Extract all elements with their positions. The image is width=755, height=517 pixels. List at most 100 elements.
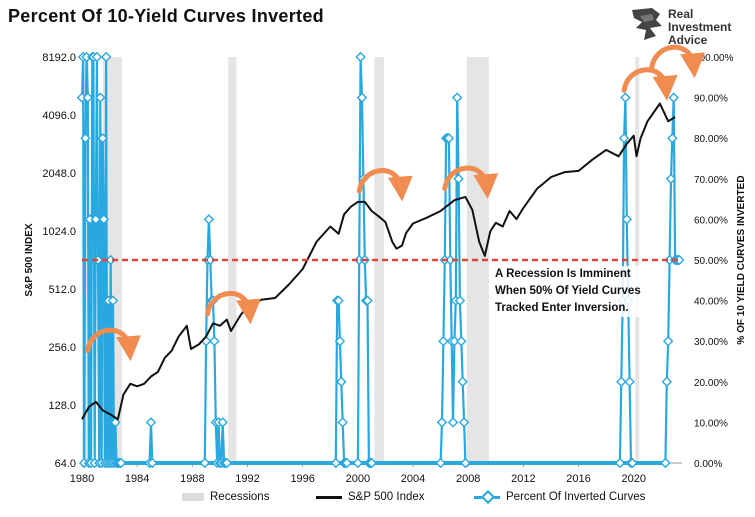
y-right-axis-label: % OF 10 YIELD CURVES INVERTED — [736, 175, 747, 344]
pct-point — [667, 132, 678, 144]
pct-point — [458, 417, 470, 428]
y-left-tick-label: 64.0 — [55, 458, 76, 470]
pct-point — [443, 132, 455, 144]
pct-point — [82, 92, 94, 103]
y-right-tick-label: 70.00% — [694, 175, 728, 186]
pct-point — [660, 457, 671, 469]
x-tick-label: 1980 — [70, 473, 94, 485]
pct-point — [668, 92, 679, 103]
pct-point — [674, 254, 685, 266]
x-tick-label: 2020 — [621, 473, 645, 485]
pct-point — [661, 376, 673, 388]
x-tick-label: 2012 — [511, 473, 535, 485]
pct-point — [337, 417, 348, 428]
eagle-logo-icon — [632, 8, 662, 40]
curved-arrow — [356, 168, 413, 202]
recession-swatch — [182, 493, 204, 501]
y-right-tick-label: 20.00% — [694, 378, 728, 389]
y-right-tick-label: 90.00% — [694, 94, 728, 105]
pct-point — [97, 132, 108, 144]
legend-label: Percent Of Inverted Curves — [506, 491, 646, 503]
y-left-tick-label: 8192.0 — [42, 52, 76, 64]
pct-point — [624, 376, 635, 388]
legend-sp500: S&P 500 Index — [316, 491, 425, 503]
pct-point — [627, 457, 638, 469]
pct-point — [221, 457, 233, 469]
pct-point — [205, 254, 216, 266]
pct-swatch — [474, 495, 500, 499]
y-right-tick-label: 60.00% — [694, 215, 728, 226]
legend: Recessions S&P 500 Index Percent Of Inve… — [0, 491, 755, 507]
annotation-line-3: Tracked Enter Inversion. — [495, 302, 629, 314]
y-left-tick-label: 512.0 — [48, 284, 76, 296]
y-left-tick-label: 2048.0 — [42, 168, 76, 180]
y-right-tick-label: 40.00% — [694, 297, 728, 308]
pct-point — [449, 335, 460, 347]
y-right-tick-label: 0.00% — [694, 459, 722, 470]
pct-point — [209, 335, 220, 347]
annotation-line-1: A Recession Is Imminent — [495, 268, 631, 280]
pct-point — [203, 214, 215, 225]
pct-point — [354, 254, 365, 266]
annotation-note: A Recession Is Imminent When 50% Of Yiel… — [493, 266, 643, 317]
brand-name: Real Investment Advice — [668, 8, 731, 47]
pct-point — [147, 457, 158, 469]
y-right-tick-label: 80.00% — [694, 134, 728, 145]
y-right-tick-label: 10.00% — [694, 418, 728, 429]
pct-point — [457, 376, 468, 388]
pct-point — [435, 457, 446, 469]
pct-point — [100, 51, 112, 63]
pct-point — [456, 335, 467, 347]
pct-point — [336, 376, 347, 388]
pct-point — [355, 51, 366, 63]
pct-point — [438, 335, 449, 347]
pct-point — [91, 51, 103, 63]
pct-point — [436, 417, 448, 428]
curved-arrow — [621, 67, 678, 101]
pct-point — [199, 457, 210, 469]
sp500-swatch — [316, 495, 342, 499]
legend-recessions: Recessions — [182, 491, 269, 503]
pct-point — [362, 295, 373, 306]
pct-point — [81, 51, 92, 63]
pct-point — [334, 335, 346, 347]
pct-point — [341, 457, 353, 469]
pct-point — [664, 254, 675, 266]
pct-point — [76, 92, 88, 103]
pct-point — [460, 457, 471, 469]
x-tick-label: 1992 — [235, 473, 259, 485]
pct-point — [352, 457, 364, 469]
pct-point — [107, 295, 119, 306]
pct-point — [95, 92, 106, 103]
y-left-tick-label: 4096.0 — [42, 110, 76, 122]
pct-point — [454, 295, 466, 306]
pct-point — [451, 92, 463, 103]
pct-point — [621, 214, 633, 225]
y-left-tick-label: 128.0 — [48, 400, 76, 412]
curved-arrow — [442, 165, 499, 200]
chart-title: Percent Of 10-Yield Curves Inverted — [8, 6, 324, 26]
legend-label: Recessions — [210, 491, 270, 503]
annotation-line-2: When 50% Of Yield Curves — [495, 285, 641, 297]
pct-point — [614, 457, 626, 469]
pct-point — [84, 214, 96, 225]
pct-point — [618, 132, 630, 144]
pct-point — [217, 417, 228, 428]
pct-point — [616, 376, 627, 388]
pct-point — [80, 132, 91, 144]
pct-point — [366, 457, 377, 469]
pct-point — [453, 173, 464, 185]
y-right-tick-label: 100.00% — [694, 53, 734, 64]
pct-point — [330, 457, 342, 469]
x-tick-label: 1996 — [290, 473, 314, 485]
brand-line-2: Investment — [668, 20, 732, 34]
legend-pct: Percent Of Inverted Curves — [474, 491, 645, 503]
y-right-tick-label: 30.00% — [694, 337, 728, 348]
y-left-tick-label: 1024.0 — [42, 226, 76, 238]
brand-line-1: Real — [668, 7, 694, 21]
curved-arrow — [649, 44, 706, 79]
x-tick-label: 2008 — [456, 473, 480, 485]
curved-arrow — [205, 290, 262, 325]
pct-point — [662, 335, 674, 347]
